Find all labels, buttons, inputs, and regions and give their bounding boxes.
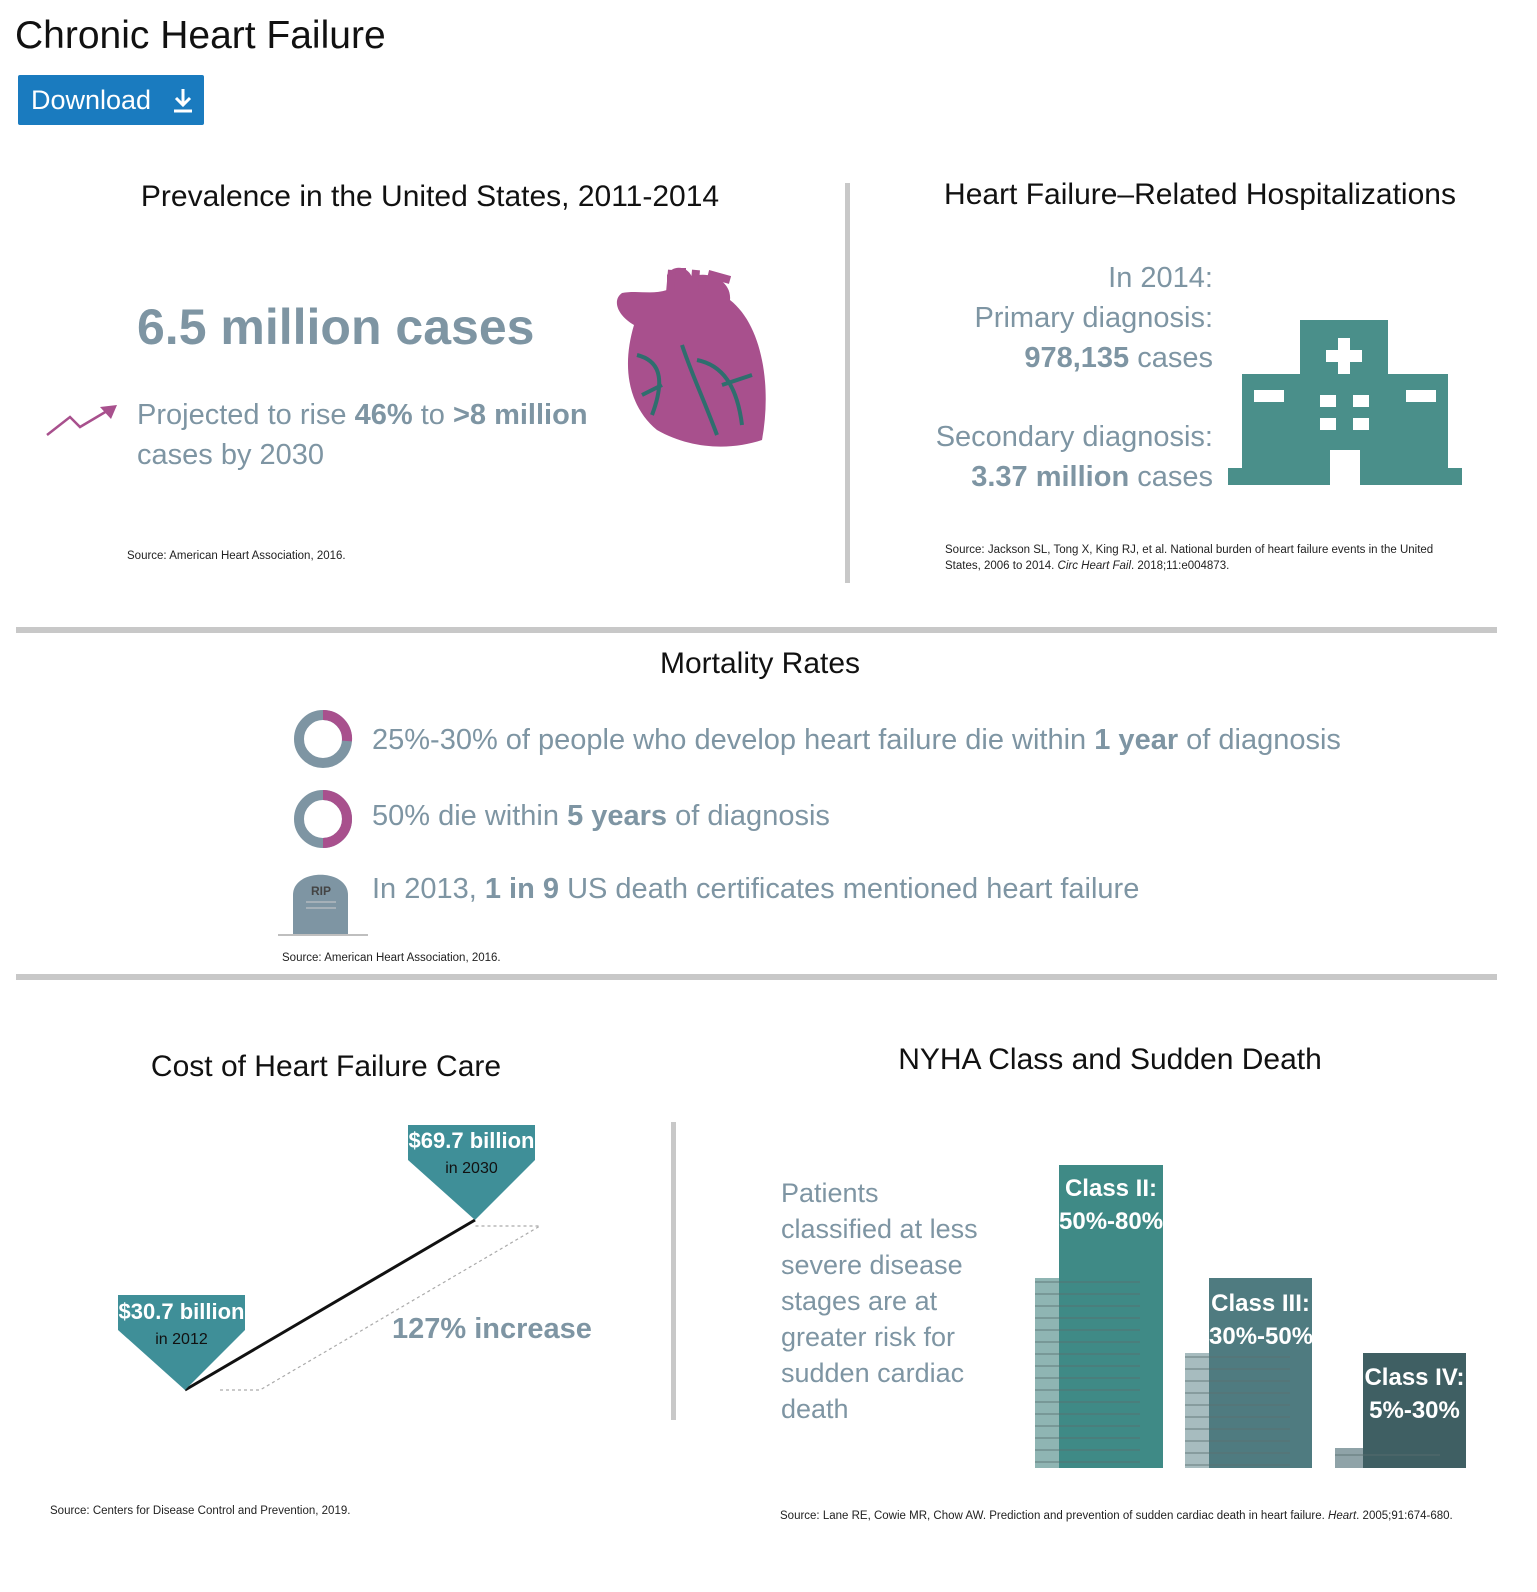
download-label: Download	[31, 85, 152, 115]
text: cases by 2030	[137, 439, 325, 471]
text: 25%-30% of people who develop heart fail…	[372, 724, 1095, 756]
text: Source: Jackson SL, Tong X, King RJ, et …	[945, 544, 1434, 572]
cost-end-year: in 2030	[445, 1160, 498, 1177]
stat: 978,135 cases	[880, 338, 1213, 378]
hospitalization-stats: In 2014: Primary diagnosis: 978,135 case…	[880, 258, 1213, 497]
section-title: Prevalence in the United States, 2011-20…	[140, 180, 720, 213]
class-range: 30%-50%	[1209, 1323, 1314, 1350]
emphasis: 5 years	[567, 800, 668, 832]
text: Projected to rise	[137, 399, 355, 431]
text: US death certificates mentioned heart fa…	[559, 873, 1140, 905]
cost-start-year: in 2012	[155, 1331, 208, 1348]
nyha-description: Patients classified at less severe disea…	[781, 1178, 978, 1424]
tombstone-icon: RIP	[278, 874, 368, 936]
emphasis: 1 in 9	[484, 873, 560, 905]
cases-headline: 6.5 million cases	[137, 299, 535, 355]
source: Source: American Heart Association, 2016…	[127, 550, 346, 562]
class-name: Class IV:	[1364, 1364, 1465, 1391]
emphasis: 3.37 million	[971, 461, 1130, 493]
section-title: Cost of Heart Failure Care	[150, 1050, 502, 1083]
section-title: NYHA Class and Sudden Death	[898, 1043, 1322, 1076]
trend-arrow	[46, 405, 117, 436]
text: . 2018;11:e004873.	[1131, 560, 1230, 572]
journal: Heart	[1328, 1510, 1357, 1522]
stat: 3.37 million cases	[880, 457, 1213, 497]
mortality-item: In 2013, 1 in 9 US death certificates me…	[372, 873, 1139, 906]
nyha-class: Class IV: 5%-30%	[1363, 1361, 1466, 1427]
source: Source: Centers for Disease Control and …	[50, 1505, 351, 1517]
section-title: Mortality Rates	[659, 647, 861, 680]
heart-icon	[616, 267, 766, 447]
tombstone-text: RIP	[311, 884, 331, 898]
building-graphic	[1035, 1165, 1466, 1468]
text: of diagnosis	[667, 800, 830, 832]
donut-icon	[294, 790, 352, 848]
emphasis: 1 year	[1094, 724, 1179, 756]
divider	[16, 974, 1497, 980]
emphasis: 46%	[354, 399, 413, 431]
divider	[671, 1122, 676, 1420]
text: to	[412, 399, 453, 431]
section-title: Heart Failure–Related Hospitalizations	[944, 178, 1456, 211]
text: In 2013,	[372, 873, 485, 905]
text: Secondary diagnosis:	[935, 421, 1213, 453]
text: Primary diagnosis:	[974, 302, 1213, 334]
download-button[interactable]: Download	[18, 75, 204, 125]
download-icon	[174, 89, 192, 113]
cost-graphic	[118, 1125, 543, 1392]
text: of diagnosis	[1178, 724, 1341, 756]
class-name: Class III:	[1211, 1290, 1310, 1317]
source: Source: Jackson SL, Tong X, King RJ, et …	[945, 542, 1455, 574]
text: In 2014:	[1108, 262, 1213, 294]
cost-start-value: $30.7 billion	[118, 1299, 245, 1324]
hospital-icon	[1228, 320, 1462, 485]
cost-end-value: $69.7 billion	[408, 1128, 535, 1153]
nyha-class: Class III: 30%-50%	[1209, 1287, 1314, 1353]
journal: Circ Heart Fail	[1057, 560, 1132, 572]
mortality-item: 50% die within 5 years of diagnosis	[372, 800, 830, 833]
text: 50% die within	[372, 800, 568, 832]
cost-increase: 127% increase	[392, 1313, 592, 1345]
spacer	[880, 378, 1213, 417]
mortality-item: 25%-30% of people who develop heart fail…	[372, 724, 1341, 757]
text: . 2005;91:674-680.	[1356, 1510, 1453, 1522]
source: Source: Lane RE, Cowie MR, Chow AW. Pred…	[780, 1508, 1453, 1524]
donut-icon	[294, 709, 353, 768]
projection-text: Projected to rise 46% to >8 million case…	[137, 395, 617, 475]
text: Source: Lane RE, Cowie MR, Chow AW. Pred…	[780, 1510, 1329, 1522]
class-range: 5%-30%	[1369, 1397, 1460, 1424]
text: cases	[1129, 461, 1213, 493]
nyha-class: Class II: 50%-80%	[1059, 1172, 1163, 1238]
divider	[845, 183, 850, 583]
emphasis: >8 million	[452, 399, 588, 431]
source: Source: American Heart Association, 2016…	[282, 952, 501, 964]
emphasis: 978,135	[1024, 342, 1130, 374]
page-title: Chronic Heart Failure	[15, 14, 386, 57]
class-range: 50%-80%	[1059, 1208, 1164, 1235]
class-name: Class II:	[1064, 1175, 1158, 1202]
divider	[16, 627, 1497, 633]
text: cases	[1129, 342, 1213, 374]
